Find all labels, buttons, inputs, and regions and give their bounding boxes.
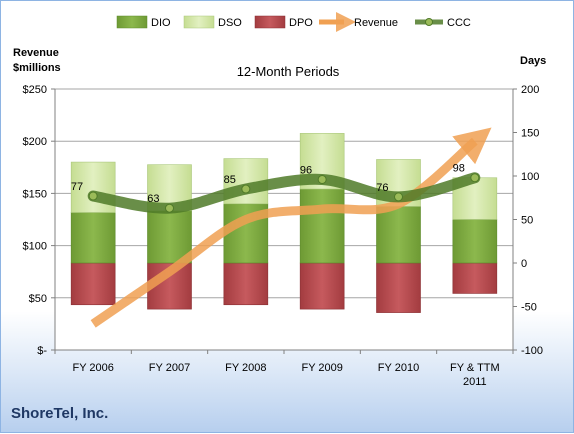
left-axis-tick-label: $150 xyxy=(23,188,47,200)
legend-dso-label: DSO xyxy=(218,17,242,29)
x-axis-tick-label: 2011 xyxy=(463,376,487,388)
ccc-data-label: 63 xyxy=(147,193,159,205)
left-axis-tick-label: $100 xyxy=(23,241,47,253)
plot-area: $- $50 $100 $150 $200 $250 -100 -50 0 50 100 150 200… xyxy=(23,84,544,388)
legend-ccc-label: CCC xyxy=(447,17,471,29)
legend: DIO DSO DPO Revenue CCC xyxy=(116,12,471,32)
ccc-point xyxy=(88,191,98,201)
right-axis-title: Days xyxy=(520,55,546,67)
dio-bar xyxy=(452,219,498,264)
x-axis-tick-label: FY 2008 xyxy=(225,362,266,374)
x-axis-tick-label: FY 2007 xyxy=(149,362,190,374)
legend-revenue-label: Revenue xyxy=(354,17,398,29)
ccc-point xyxy=(317,174,327,184)
legend-dio-label: DIO xyxy=(151,17,171,29)
x-axis-tick-label: FY & TTM xyxy=(450,362,500,374)
right-axis-tick-label: 50 xyxy=(521,215,533,227)
legend-dso-swatch xyxy=(183,15,215,29)
dpo-bar xyxy=(223,262,269,306)
x-axis-tick-label: FY 2006 xyxy=(72,362,113,374)
ccc-point xyxy=(470,173,480,183)
company-name: ShoreTel, Inc. xyxy=(11,405,109,422)
ccc-line xyxy=(87,172,481,214)
x-axis-tick-label: FY 2010 xyxy=(378,362,419,374)
dpo-bar xyxy=(70,262,116,306)
ccc-data-label: 77 xyxy=(71,181,83,193)
legend-dpo-swatch xyxy=(254,15,286,29)
ccc-point xyxy=(165,203,174,213)
right-axis-tick-label: 0 xyxy=(521,258,527,270)
left-axis-tick-label: $- xyxy=(37,345,47,357)
ccc-data-label: 98 xyxy=(453,163,465,175)
left-axis-tick-label: $250 xyxy=(23,84,47,96)
left-axis-title-line1: Revenue xyxy=(13,47,59,59)
right-axis-tick-label: -50 xyxy=(521,302,537,314)
legend-dpo-label: DPO xyxy=(289,17,313,29)
legend-dio-swatch xyxy=(116,15,148,29)
x-axis-tick-label: FY 2009 xyxy=(301,362,342,374)
ccc-data-label: 96 xyxy=(300,164,312,176)
ccc-data-label: 76 xyxy=(376,182,388,194)
dio-bar xyxy=(147,210,192,264)
right-axis-tick-label: 200 xyxy=(521,84,539,96)
right-axis-tick-label: 150 xyxy=(521,128,539,140)
ccc-point xyxy=(394,192,403,202)
legend-ccc-marker xyxy=(425,18,433,26)
right-axis-tick-label: 100 xyxy=(521,171,539,183)
dpo-bar xyxy=(452,262,498,294)
dio-bar xyxy=(70,212,116,264)
plot-background xyxy=(55,89,513,350)
ccc-data-label: 85 xyxy=(224,174,236,186)
right-axis-tick-label: -100 xyxy=(521,345,543,357)
left-axis-tick-label: $50 xyxy=(29,293,47,305)
chart-title: 12-Month Periods xyxy=(237,64,340,79)
ccc-point xyxy=(241,184,251,194)
dio-bar xyxy=(299,188,345,264)
dpo-bar xyxy=(299,262,345,310)
left-axis-tick-label: $200 xyxy=(23,136,47,148)
dio-bar xyxy=(376,206,421,264)
left-axis-title-line2: $millions xyxy=(13,62,61,74)
dpo-bar xyxy=(376,262,421,313)
